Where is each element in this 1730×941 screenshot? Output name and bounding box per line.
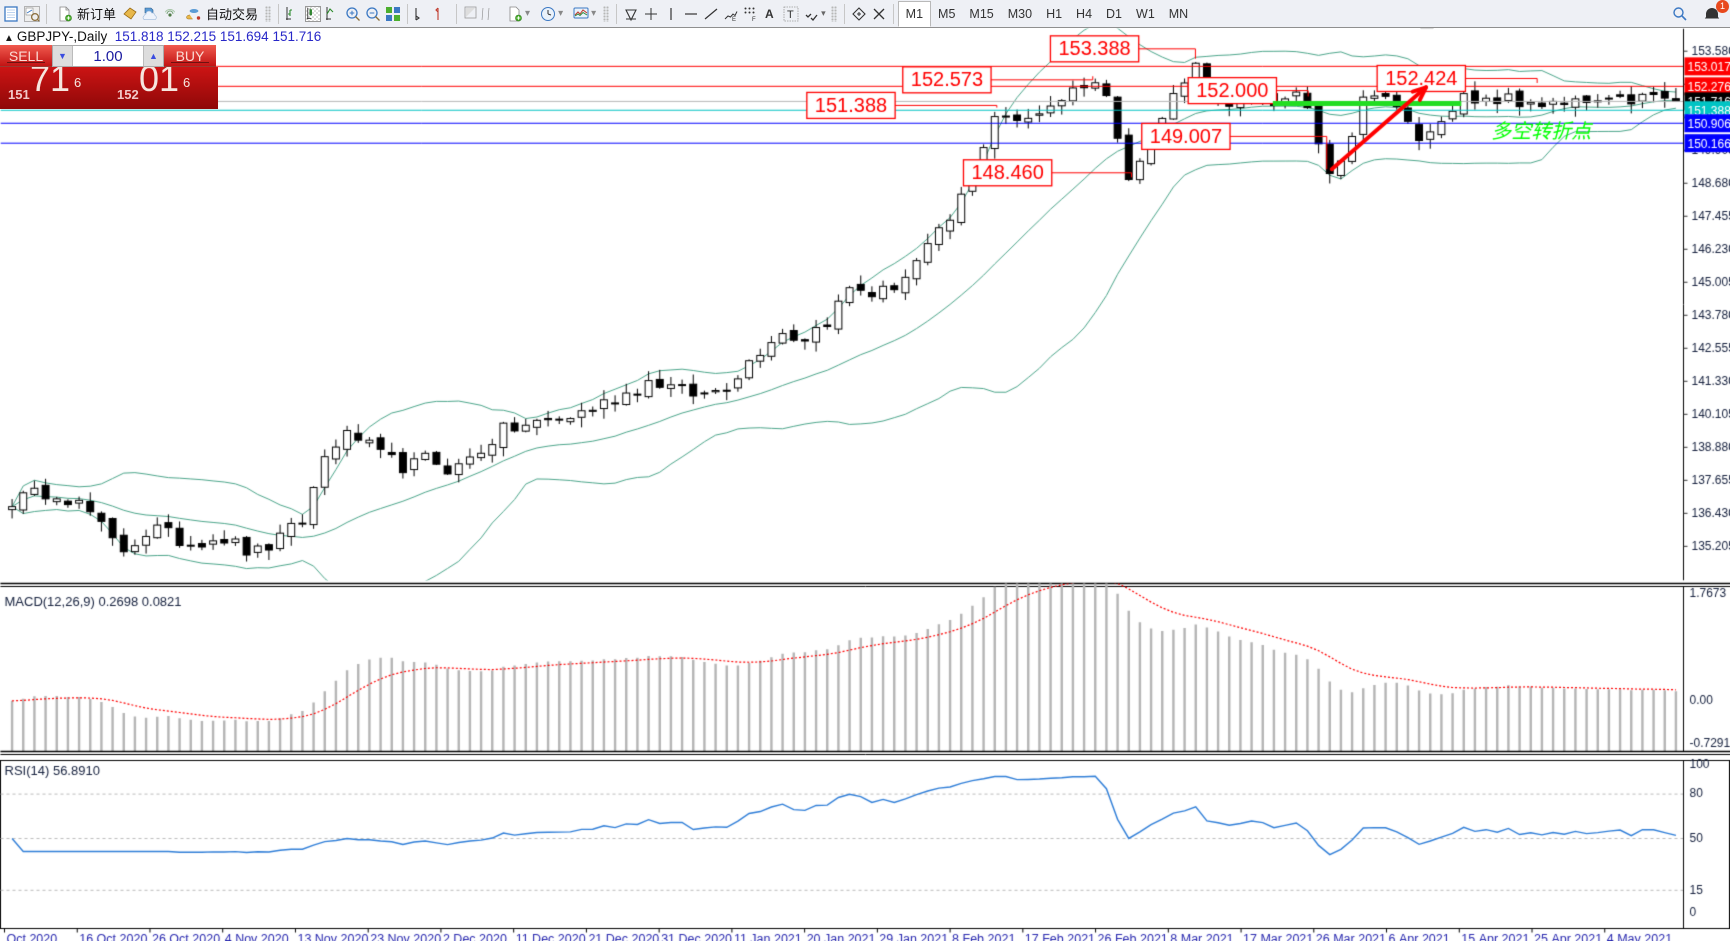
svg-text:F: F (752, 17, 756, 22)
svg-text:A: A (765, 7, 774, 21)
svg-text:T: T (787, 9, 794, 21)
svg-text:E: E (732, 17, 736, 22)
